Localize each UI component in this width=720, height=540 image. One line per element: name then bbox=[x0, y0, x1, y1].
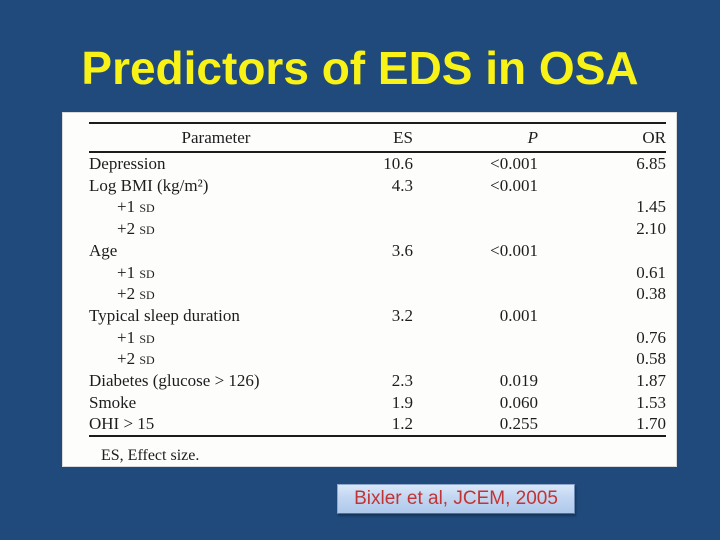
column-header-p: P bbox=[413, 123, 538, 153]
cell-es: 3.2 bbox=[391, 305, 413, 325]
table-row: +2 sd 2.10 bbox=[89, 218, 666, 240]
table-panel: Parameter ES P OR Depression 10.6 <0.001… bbox=[62, 112, 677, 467]
cell-es: 10.6 bbox=[383, 154, 413, 173]
cell-or: 6.85 bbox=[636, 154, 666, 173]
cell-parameter: Typical sleep duration bbox=[89, 305, 240, 325]
cell-es bbox=[343, 327, 413, 349]
column-header-es: ES bbox=[343, 123, 413, 153]
table-footnote: ES, Effect size. bbox=[101, 447, 200, 465]
cell-p bbox=[413, 196, 538, 218]
predictors-table: Parameter ES P OR Depression 10.6 <0.001… bbox=[89, 122, 666, 438]
table-row: +1 sd 0.61 bbox=[89, 262, 666, 284]
cell-or: 1.70 bbox=[636, 414, 666, 434]
table-row: +1 sd 0.76 bbox=[89, 327, 666, 349]
table-row: Typical sleep duration 3.2 0.001 bbox=[89, 305, 666, 327]
cell-parameter: Smoke bbox=[89, 392, 137, 412]
cell-parameter: OHI > 15 bbox=[89, 414, 155, 434]
table-row: +2 sd 0.38 bbox=[89, 283, 666, 305]
table-body: Depression 10.6 <0.001 6.85 Log BMI (kg/… bbox=[89, 152, 666, 436]
cell-parameter: Age bbox=[89, 240, 118, 260]
cell-es: 2.3 bbox=[391, 371, 413, 391]
cell-or: 0.76 bbox=[636, 327, 666, 347]
cell-parameter: +1 sd bbox=[117, 197, 155, 217]
cell-or: 1.53 bbox=[636, 392, 666, 412]
cell-es: 3.6 bbox=[391, 240, 413, 260]
cell-es bbox=[343, 196, 413, 218]
cell-parameter: +1 sd bbox=[117, 262, 155, 282]
cell-or bbox=[538, 240, 666, 262]
column-header-or: OR bbox=[538, 123, 666, 153]
cell-p bbox=[413, 327, 538, 349]
cell-parameter: Diabetes (glucose > 126) bbox=[89, 371, 260, 391]
cell-or: 2.10 bbox=[636, 219, 666, 239]
cell-or bbox=[538, 305, 666, 327]
cell-or bbox=[538, 175, 666, 197]
header-row: Parameter ES P OR bbox=[89, 123, 666, 153]
cell-p bbox=[413, 348, 538, 370]
table-row: +2 sd 0.58 bbox=[89, 348, 666, 370]
cell-or: 1.45 bbox=[636, 197, 666, 217]
table-row: Smoke 1.9 0.060 1.53 bbox=[89, 392, 666, 414]
cell-p: <0.001 bbox=[490, 240, 538, 260]
cell-p: <0.001 bbox=[490, 154, 538, 173]
citation-text: Bixler et al, JCEM, 2005 bbox=[354, 488, 558, 509]
cell-parameter: +2 sd bbox=[117, 349, 155, 369]
table-header: Parameter ES P OR bbox=[89, 123, 666, 153]
table-row: Log BMI (kg/m²) 4.3 <0.001 bbox=[89, 175, 666, 197]
cell-parameter: Depression bbox=[89, 154, 166, 173]
table-row: Depression 10.6 <0.001 6.85 bbox=[89, 152, 666, 175]
cell-es bbox=[343, 348, 413, 370]
table-row: Diabetes (glucose > 126) 2.3 0.019 1.87 bbox=[89, 370, 666, 392]
citation-badge: Bixler et al, JCEM, 2005 bbox=[337, 484, 575, 514]
cell-parameter: +2 sd bbox=[117, 284, 155, 304]
cell-or: 0.61 bbox=[636, 262, 666, 282]
cell-or: 0.58 bbox=[636, 349, 666, 369]
table-row: +1 sd 1.45 bbox=[89, 196, 666, 218]
cell-p: 0.001 bbox=[499, 305, 538, 325]
cell-es: 1.2 bbox=[391, 414, 413, 434]
cell-or: 0.38 bbox=[636, 284, 666, 304]
column-header-parameter: Parameter bbox=[89, 123, 343, 153]
cell-es: 1.9 bbox=[391, 392, 413, 412]
cell-parameter: +1 sd bbox=[117, 327, 155, 347]
cell-p: 0.255 bbox=[499, 414, 538, 434]
cell-es: 4.3 bbox=[391, 175, 413, 195]
cell-es bbox=[343, 262, 413, 284]
slide-title: Predictors of EDS in OSA bbox=[81, 42, 639, 94]
cell-p: <0.001 bbox=[490, 175, 538, 195]
cell-p bbox=[413, 218, 538, 240]
cell-parameter: +2 sd bbox=[117, 219, 155, 239]
cell-es bbox=[343, 218, 413, 240]
cell-p bbox=[413, 283, 538, 305]
cell-p: 0.019 bbox=[499, 371, 538, 391]
table-row: Age 3.6 <0.001 bbox=[89, 240, 666, 262]
table-row: OHI > 15 1.2 0.255 1.70 bbox=[89, 413, 666, 436]
cell-es bbox=[343, 283, 413, 305]
cell-or: 1.87 bbox=[636, 371, 666, 391]
table-wrap: Parameter ES P OR Depression 10.6 <0.001… bbox=[89, 122, 666, 465]
cell-p: 0.060 bbox=[499, 392, 538, 412]
cell-parameter: Log BMI (kg/m²) bbox=[89, 175, 209, 195]
cell-p bbox=[413, 262, 538, 284]
